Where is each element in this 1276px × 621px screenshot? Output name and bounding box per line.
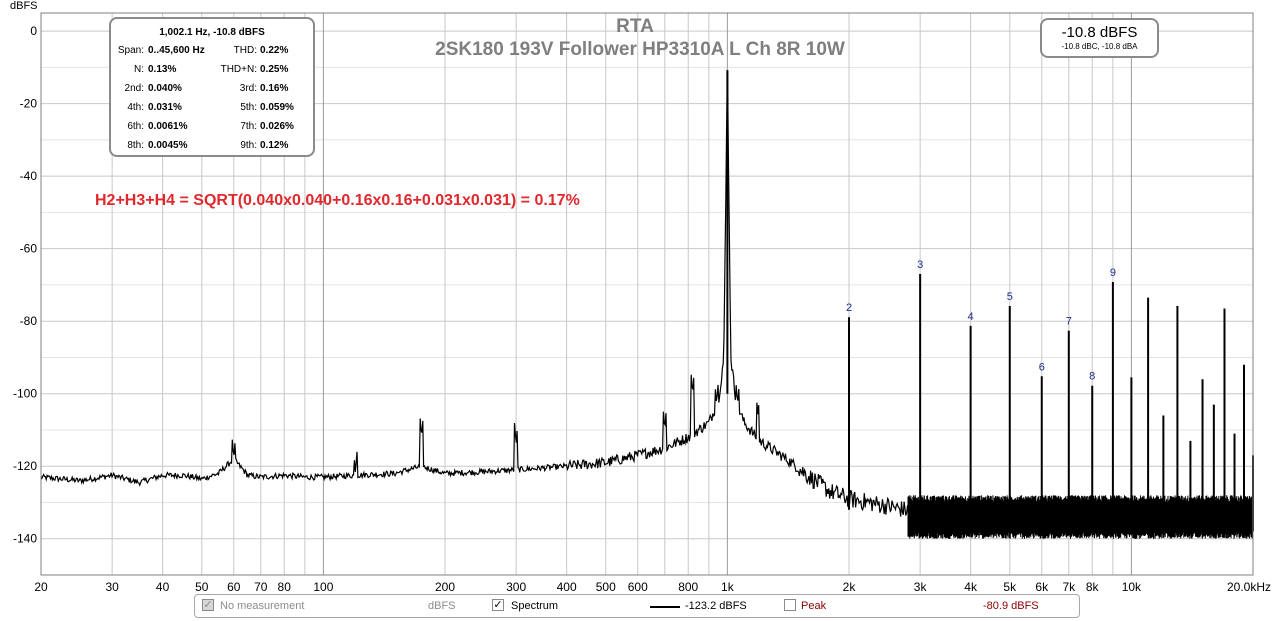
info-label: 9th: bbox=[240, 140, 257, 151]
x-tick-label: 30 bbox=[105, 580, 119, 594]
x-tick-label: 80 bbox=[278, 580, 292, 594]
x-tick-label: 3k bbox=[914, 580, 928, 594]
info-label: 3rd: bbox=[239, 83, 257, 94]
chart-subtitle: 2SK180 193V Follower HP3310A L Ch 8R 10W bbox=[435, 39, 845, 60]
x-tick-label: 6k bbox=[1035, 580, 1049, 594]
info-value: 0.13% bbox=[148, 64, 177, 75]
level-weighted-readout: -10.8 dBC, -10.8 dBA bbox=[1061, 42, 1138, 51]
harmonic-number-label: 7 bbox=[1066, 316, 1072, 328]
x-tick-label: 10k bbox=[1122, 580, 1142, 594]
no-measurement-label: No measurement bbox=[220, 600, 305, 612]
info-label: 4th: bbox=[127, 102, 144, 113]
spectrum-label: Spectrum bbox=[511, 600, 559, 612]
spectrum-checkbox[interactable]: ✓ bbox=[492, 599, 504, 611]
harmonic-sum-annotation: H2+H3+H4 = SQRT(0.040x0.040+0.16x0.16+0.… bbox=[95, 192, 580, 209]
info-value: 0.0061% bbox=[148, 121, 188, 132]
level-main-readout: -10.8 dBFS bbox=[1061, 24, 1138, 41]
x-tick-label: 300 bbox=[506, 580, 526, 594]
info-value: 0.12% bbox=[260, 140, 289, 151]
harmonic-number-label: 8 bbox=[1089, 371, 1095, 383]
y-tick-label: -40 bbox=[20, 169, 38, 183]
x-tick-label: 200 bbox=[435, 580, 455, 594]
x-axis-ticks: 20 30 40 50 60 70 80 100 200 300 400 500 600 800 1k 2k 3… bbox=[34, 580, 1271, 594]
spectrum-line-swatch bbox=[650, 606, 680, 608]
x-tick-label: 2k bbox=[843, 580, 857, 594]
x-tick-label: 40 bbox=[156, 580, 170, 594]
info-value: 0.22% bbox=[260, 45, 289, 56]
y-tick-label: -60 bbox=[20, 242, 38, 256]
x-tick-label: 20 bbox=[34, 580, 48, 594]
harmonic-labels: 2 3 4 5 6 7 8 9 bbox=[846, 259, 1116, 383]
info-label: N: bbox=[134, 64, 144, 75]
x-tick-label: 1k bbox=[721, 580, 735, 594]
x-tick-label: 50 bbox=[195, 580, 209, 594]
level-readout-box: -10.8 dBFS -10.8 dBC, -10.8 dBA bbox=[1040, 18, 1159, 58]
peak-value: -80.9 dBFS bbox=[983, 600, 1039, 612]
info-label: 6th: bbox=[127, 121, 144, 132]
no-measurement-unit: dBFS bbox=[428, 600, 456, 612]
y-tick-label: -20 bbox=[20, 97, 38, 111]
info-label: THD: bbox=[233, 45, 257, 56]
info-value: 0.0045% bbox=[148, 140, 188, 151]
cursor-readout: 1,002.1 Hz, -10.8 dBFS bbox=[159, 27, 265, 38]
peak-checkbox[interactable] bbox=[784, 599, 796, 611]
harmonic-number-label: 3 bbox=[917, 259, 923, 271]
info-value: 0.25% bbox=[260, 64, 289, 75]
info-label: THD+N: bbox=[220, 64, 257, 75]
y-axis-ticks: 0 -20 -40 -60 -80 -100 -120 -140 bbox=[13, 24, 37, 546]
x-tick-label: 20.0kHz bbox=[1227, 580, 1271, 594]
info-value: 0.026% bbox=[260, 121, 294, 132]
y-tick-label: -100 bbox=[13, 387, 37, 401]
x-tick-label: 5k bbox=[1003, 580, 1017, 594]
info-value: 0..45,600 Hz bbox=[148, 45, 205, 56]
harmonic-number-label: 5 bbox=[1007, 291, 1013, 303]
harmonic-number-label: 9 bbox=[1110, 267, 1116, 279]
chart-title: RTA bbox=[616, 16, 654, 37]
info-value: 0.040% bbox=[148, 83, 182, 94]
info-label: 2nd: bbox=[124, 83, 144, 94]
y-axis-unit-label: dBFS bbox=[10, 0, 38, 12]
x-tick-label: 400 bbox=[557, 580, 577, 594]
info-label: 7th: bbox=[240, 121, 257, 132]
y-tick-label: 0 bbox=[30, 24, 37, 38]
hf-noise-floor bbox=[907, 495, 1254, 539]
plot-frame bbox=[40, 12, 1254, 576]
info-value: 0.031% bbox=[148, 102, 182, 113]
y-tick-label: -140 bbox=[13, 532, 37, 546]
y-tick-label: -120 bbox=[13, 459, 37, 473]
info-label: 8th: bbox=[127, 140, 144, 151]
peak-label: Peak bbox=[801, 600, 827, 612]
legend-bar: ✓ No measurement dBFS ✓ Spectrum -123.2 … bbox=[194, 594, 1080, 618]
x-tick-label: 70 bbox=[254, 580, 268, 594]
x-tick-label: 8k bbox=[1086, 580, 1100, 594]
harmonic-number-label: 2 bbox=[846, 302, 852, 314]
x-tick-label: 100 bbox=[313, 580, 333, 594]
harmonic-number-label: 6 bbox=[1039, 361, 1045, 373]
info-value: 0.16% bbox=[260, 83, 289, 94]
x-tick-label: 60 bbox=[227, 580, 241, 594]
y-tick-label: -80 bbox=[20, 314, 38, 328]
x-tick-label: 7k bbox=[1062, 580, 1076, 594]
harmonic-number-label: 4 bbox=[968, 311, 974, 323]
x-tick-label: 4k bbox=[964, 580, 978, 594]
x-tick-label: 500 bbox=[596, 580, 616, 594]
x-tick-label: 800 bbox=[678, 580, 698, 594]
distortion-info-box: 1,002.1 Hz, -10.8 dBFS Span: 0..45,600 Hz… bbox=[109, 17, 315, 157]
spectrum-trace bbox=[40, 70, 1254, 539]
info-label: Span: bbox=[117, 45, 144, 56]
spectrum-value: -123.2 dBFS bbox=[685, 600, 747, 612]
no-measurement-checkbox[interactable]: ✓ bbox=[202, 599, 214, 611]
x-tick-label: 600 bbox=[628, 580, 648, 594]
info-label: 5th: bbox=[240, 102, 257, 113]
info-value: 0.059% bbox=[260, 102, 294, 113]
